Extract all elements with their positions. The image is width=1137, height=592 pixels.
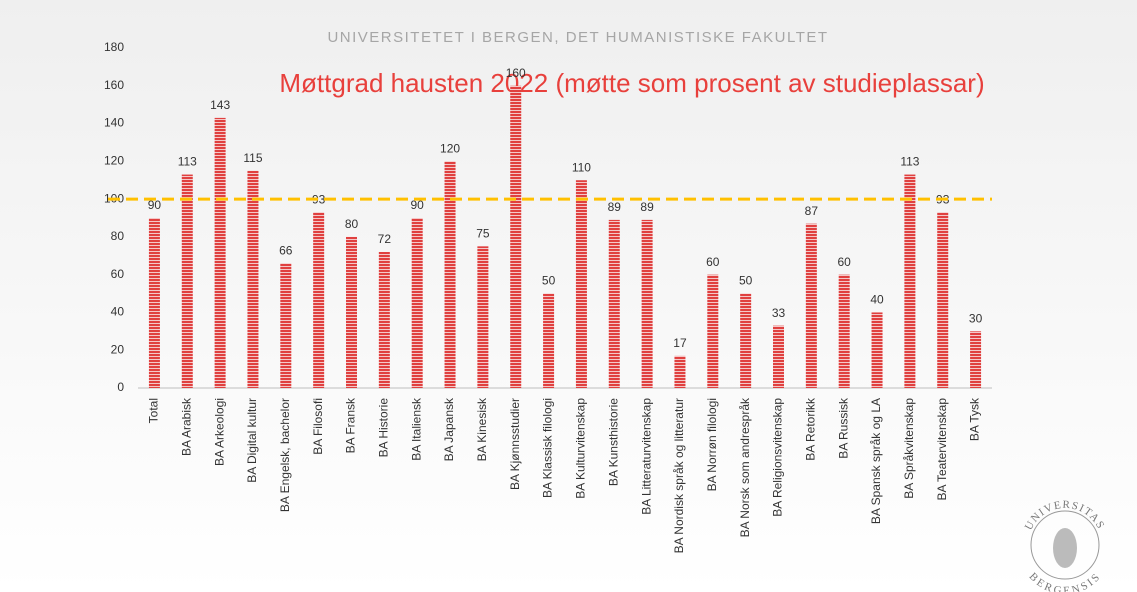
bar [477, 246, 489, 388]
bar [575, 180, 587, 388]
data-label: 90 [411, 198, 425, 212]
data-label: 110 [572, 160, 591, 174]
data-label: 80 [345, 217, 359, 231]
bar [641, 219, 653, 388]
data-label: 50 [739, 274, 753, 288]
y-tick-label: 80 [111, 229, 125, 243]
x-tick-label: BA Norrøn filologi [705, 398, 719, 491]
x-tick-label: BA Religionsvitenskap [771, 398, 785, 517]
bar [148, 218, 160, 388]
y-tick-label: 160 [104, 78, 124, 92]
bar [773, 325, 784, 388]
bar [904, 174, 916, 388]
data-label: 60 [706, 255, 720, 269]
data-label: 30 [969, 312, 983, 326]
x-tick-label: Total [147, 398, 161, 423]
y-tick-label: 120 [104, 154, 124, 168]
bar [411, 218, 423, 388]
data-label: 40 [870, 293, 884, 307]
x-tick-label: BA Språkvitenskap [902, 398, 916, 499]
bar [214, 117, 226, 388]
x-tick-label: BA Russisk [836, 397, 850, 459]
x-tick-label: BA Kinesisk [475, 397, 489, 461]
x-tick-label: BA Japansk [442, 397, 456, 461]
bar [247, 170, 259, 388]
bar [608, 219, 620, 388]
x-tick-label: BA Historie [377, 398, 391, 458]
data-label: 115 [243, 151, 262, 165]
x-tick-label: BA Tysk [968, 397, 982, 441]
x-tick-label: BA Filosofi [311, 398, 325, 455]
bar [937, 212, 949, 388]
x-tick-label: BA Litteraturvitenskap [639, 398, 653, 515]
x-tick-label: BA Engelsk, bachelor [278, 398, 292, 512]
bar [871, 312, 883, 388]
data-label: 87 [805, 204, 819, 218]
header: UNIVERSITETET I BERGEN, DET HUMANISTISKE… [327, 29, 828, 46]
x-tick-label: BA Italiensk [409, 397, 423, 461]
x-tick-label: BA Arkeologi [212, 398, 226, 466]
data-label: 66 [279, 244, 293, 258]
data-label: 89 [608, 200, 622, 214]
data-label: 60 [838, 255, 852, 269]
logo-ring [1030, 510, 1100, 580]
bar [970, 331, 982, 388]
data-label: 89 [640, 200, 654, 214]
chart-title: Møttgrad hausten 2022 (møtte som prosent… [279, 68, 984, 98]
data-label: 120 [440, 142, 460, 156]
bar [280, 263, 292, 388]
bar [378, 252, 390, 388]
data-label: 50 [542, 274, 556, 288]
x-tick-label: BA Norsk som andrespråk [738, 397, 752, 537]
data-label: 93 [312, 193, 326, 207]
bar [444, 161, 456, 388]
y-tick-label: 180 [104, 40, 124, 54]
bar [510, 85, 522, 389]
bar [674, 355, 686, 388]
bar [181, 174, 193, 388]
x-tick-label: BA Arabisk [179, 397, 193, 456]
x-tick-label: BA Spansk språk og LA [869, 398, 883, 524]
x-tick-label: BA Klassisk filologi [541, 398, 555, 498]
x-tick-label: BA Kunsthistorie [606, 398, 620, 486]
logo-owl [1053, 528, 1077, 568]
bar [740, 293, 752, 388]
x-tick-label: BA Kulturvitenskap [574, 398, 588, 499]
y-tick-label: 20 [111, 342, 125, 356]
bar [805, 223, 817, 388]
y-tick-label: 60 [111, 267, 125, 281]
data-label: 160 [506, 66, 526, 80]
x-tick-label: BA Kjønnsstudier [508, 398, 522, 490]
y-tick-label: 40 [111, 305, 125, 319]
bar [543, 293, 555, 388]
bar [313, 212, 325, 388]
x-tick-label: BA Nordisk språk og litteratur [672, 398, 686, 553]
y-tick-label: 140 [104, 116, 124, 130]
data-label: 90 [148, 198, 162, 212]
data-label: 113 [900, 155, 919, 169]
bar [838, 274, 850, 388]
bar [346, 236, 357, 388]
data-label: 33 [772, 306, 786, 320]
x-tick-label: BA Teatervitenskap [935, 398, 949, 501]
data-label: 75 [476, 227, 490, 241]
data-label: 72 [378, 232, 392, 246]
x-tick-label: BA Fransk [344, 397, 358, 453]
bar [707, 274, 719, 388]
y-tick-label: 0 [117, 380, 124, 394]
x-tick-label: BA Retorikk [804, 397, 818, 461]
data-label: 17 [673, 336, 687, 350]
x-tick-label: BA Digital kultur [245, 398, 259, 483]
data-label: 143 [210, 98, 230, 112]
data-label: 113 [178, 155, 197, 169]
